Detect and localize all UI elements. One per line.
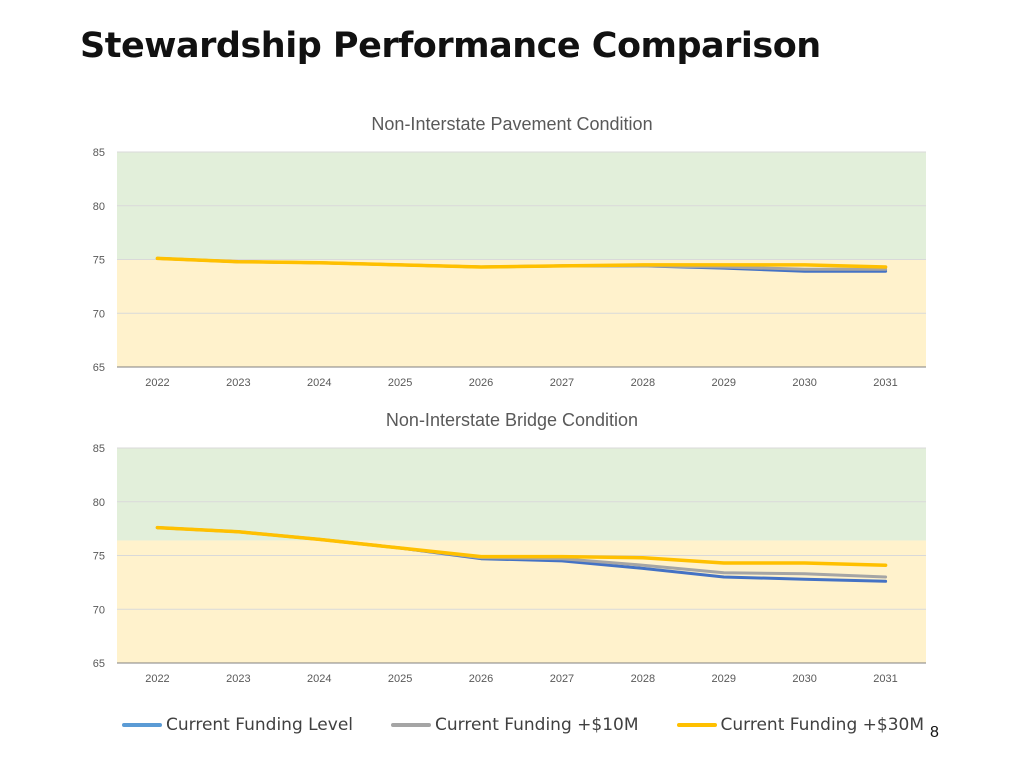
x-tick-label: 2026 xyxy=(469,673,493,685)
series-line-plus30 xyxy=(155,256,888,269)
y-tick-label: 75 xyxy=(93,255,105,267)
x-tick-label: 2023 xyxy=(226,377,250,389)
x-tick-label: 2023 xyxy=(226,673,250,685)
bridge-condition-chart: Non-Interstate Bridge Condition 65 70 75 80 8… xyxy=(93,410,926,685)
x-tick-label: 2028 xyxy=(631,673,655,685)
legend-swatch-plus10 xyxy=(391,723,432,727)
x-tick-label: 2022 xyxy=(145,673,169,685)
x-tick-label: 2024 xyxy=(307,673,331,685)
pavement-condition-chart: Non-Interstate Pavement Condition 65 70 75 8… xyxy=(93,114,926,389)
y-tick-label: 65 xyxy=(93,362,105,374)
x-tick-label: 2024 xyxy=(307,377,331,389)
x-tick-label: 2025 xyxy=(388,377,412,389)
y-tick-label: 80 xyxy=(93,497,105,509)
legend-item-plus30: Current Funding +$30M xyxy=(676,715,925,735)
x-tick-label: 2030 xyxy=(792,377,816,389)
x-tick-label: 2029 xyxy=(712,673,736,685)
legend-label-plus10: Current Funding +$10M xyxy=(435,715,639,735)
y-tick-label: 75 xyxy=(93,551,105,563)
x-tick-label: 2028 xyxy=(631,377,655,389)
series-line-plus30 xyxy=(155,525,888,567)
legend-label-plus30: Current Funding +$30M xyxy=(720,715,925,735)
y-tick-label: 70 xyxy=(93,308,105,320)
y-tick-label: 65 xyxy=(93,658,105,670)
condition-band-0 xyxy=(117,448,926,541)
legend-item-current: Current Funding Level xyxy=(122,715,353,735)
x-tick-label: 2027 xyxy=(550,673,574,685)
chart-title: Non-Interstate Pavement Condition xyxy=(371,114,652,134)
y-tick-label: 80 xyxy=(93,201,105,213)
page-number: 8 xyxy=(930,724,939,741)
x-tick-label: 2022 xyxy=(145,377,169,389)
x-tick-label: 2030 xyxy=(792,673,816,685)
x-tick-label: 2029 xyxy=(712,377,736,389)
y-tick-label: 85 xyxy=(93,147,105,159)
slide-title: Stewardship Performance Comparison xyxy=(80,26,821,66)
y-tick-label: 70 xyxy=(93,604,105,616)
x-tick-label: 2031 xyxy=(873,377,897,389)
legend-swatch-current xyxy=(122,723,162,727)
legend-label-current: Current Funding Level xyxy=(166,715,354,735)
legend-item-plus10: Current Funding +$10M xyxy=(391,715,639,735)
x-tick-label: 2025 xyxy=(388,673,412,685)
x-tick-label: 2026 xyxy=(469,377,493,389)
y-tick-label: 85 xyxy=(93,443,105,455)
x-tick-label: 2031 xyxy=(873,673,897,685)
x-tick-label: 2027 xyxy=(550,377,574,389)
chart-legend: Current Funding Level Current Funding +$… xyxy=(122,712,962,738)
legend-swatch-plus30 xyxy=(676,723,717,727)
chart-title: Non-Interstate Bridge Condition xyxy=(386,410,638,430)
